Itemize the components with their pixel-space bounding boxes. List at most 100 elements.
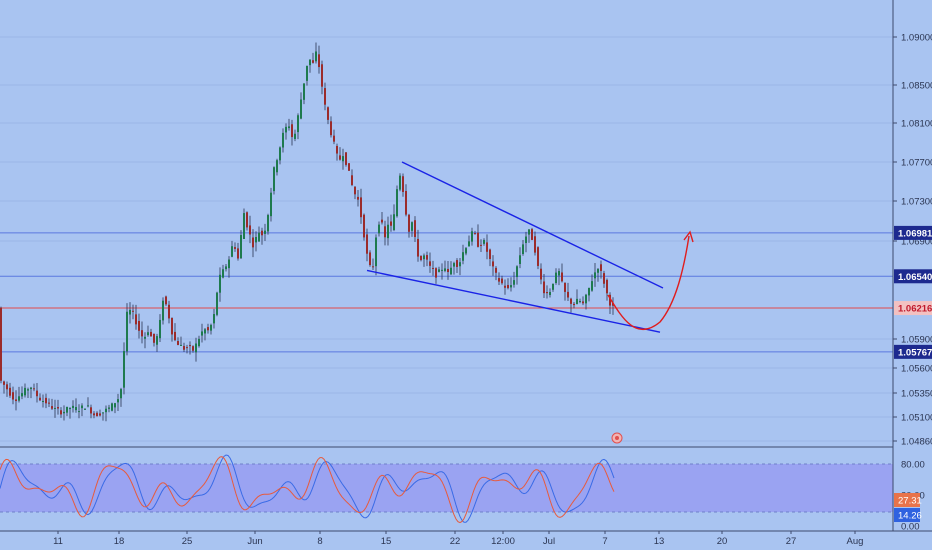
candle-body [549,291,551,295]
candle-body [480,244,482,246]
candle-body [207,327,209,331]
oscillator-lines [0,454,615,524]
candle-body [525,236,527,244]
time-tick-label: Jul [543,536,555,547]
candle-body [435,268,437,278]
candle-body [468,241,470,247]
candle-body [105,408,107,413]
candle-body [174,331,176,341]
oscillator-tick-label: 0.00 [901,522,920,533]
candle-body [555,272,557,284]
candle-body [513,280,515,285]
candle-body [93,413,95,416]
price-tick-label: 1.05900 [901,335,932,346]
candle-body [474,233,476,235]
candle-body [147,332,149,336]
candle-body [558,271,560,276]
price-marker-badge [894,344,932,359]
time-tick-label: 7 [602,536,607,547]
candle-body [120,389,122,399]
candle-body [588,287,590,296]
candle-body [492,261,494,267]
candle-body [264,230,266,234]
time-tick-label: 20 [717,536,728,547]
candle-body [42,401,44,403]
trendline[interactable] [401,161,664,289]
time-tick-label: Aug [847,536,864,547]
candle-body [606,279,608,294]
candle-body [183,346,185,350]
candle-body [465,248,467,254]
candle-body [234,247,236,249]
candle-body [267,215,269,232]
candle-body [156,336,158,345]
candle-body [510,285,512,288]
candle-body [483,239,485,244]
candle-body [261,230,263,236]
price-tick-label: 1.05350 [901,389,932,400]
candle-body [189,345,191,347]
price-tick-label: 1.06900 [901,237,932,248]
candle-body [15,399,17,402]
candle-body [354,186,356,195]
candle-body [195,343,197,353]
candle-body [210,324,212,331]
candle-body [534,236,536,253]
candle-body [387,224,389,239]
candle-body [417,238,419,257]
candle-body [402,176,404,192]
candle-body [126,311,128,352]
candle-body [303,83,305,100]
time-tick-label: Jun [247,536,262,547]
candle-body [216,292,218,315]
candle-body [318,54,320,68]
candle-body [111,403,113,411]
candle-body [306,65,308,81]
candle-body [453,263,455,267]
candle-body [312,60,314,63]
candle-body [141,330,143,337]
candle-body [27,389,29,391]
candle-body [273,167,275,192]
candle-body [285,126,287,133]
candle-body [315,51,317,62]
candle-body [12,392,14,400]
candle-body [552,283,554,290]
candle-body [291,124,293,138]
oscillator-value-badge [894,508,920,522]
candle-body [381,219,383,223]
candle-body [342,156,344,162]
price-marker-badge [894,301,932,316]
candle-body [153,333,155,343]
candle-body [348,163,350,171]
price-tick-label: 1.05100 [901,413,932,424]
candle-body [282,132,284,148]
candle-body [360,197,362,218]
candle-body [450,267,452,275]
candle-body [270,192,272,217]
candle-body [432,267,434,269]
candle-body [258,232,260,242]
candle-body [345,152,347,165]
candle-body [39,397,41,401]
candle-body [63,411,65,414]
candle-body [540,268,542,280]
candle-body [90,407,92,414]
candle-body [171,317,173,335]
event-marker-icon[interactable] [611,432,623,444]
trendline[interactable] [366,269,661,333]
price-tick-label: 1.09000 [901,33,932,44]
price-tick-label: 1.07700 [901,158,932,169]
oscillator-k-line [0,454,615,523]
candle-body [3,381,5,385]
candle-body [477,232,479,247]
candle-body [84,408,86,410]
candle-body [162,300,164,321]
candle-body [459,262,461,267]
projection-curve[interactable] [607,235,690,331]
candle-body [504,285,506,288]
time-tick-label: 13 [654,536,665,547]
candle-body [222,269,224,278]
candle-body [213,314,215,324]
